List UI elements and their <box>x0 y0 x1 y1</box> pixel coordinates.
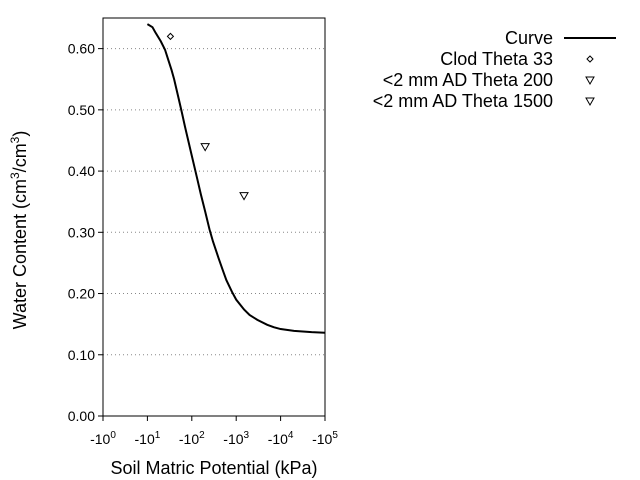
x-tick-label: -104 <box>268 430 294 447</box>
series-line-curve <box>146 23 325 334</box>
data-point-triangle-down <box>239 192 249 201</box>
plot-frame <box>102 17 326 417</box>
legend-label: Curve <box>505 28 553 48</box>
x-axis-title: Soil Matric Potential (kPa) <box>110 458 317 478</box>
data-point-diamond <box>166 32 175 41</box>
legend-marker-triangle-down <box>585 97 595 107</box>
y-tick-label: 0.40 <box>68 163 95 179</box>
y-tick-label: 0.20 <box>68 286 95 302</box>
x-tick-label: -100 <box>90 430 116 447</box>
legend-marker-diamond <box>586 55 594 63</box>
y-tick-label: 0.30 <box>68 224 95 240</box>
y-tick-label: 0.00 <box>68 408 95 424</box>
legend-label: <2 mm AD Theta 1500 <box>373 91 553 111</box>
series-layer <box>146 23 325 334</box>
y-tick-label: 0.10 <box>68 347 95 363</box>
legend-label: Clod Theta 33 <box>440 49 553 69</box>
y-tick-label: 0.50 <box>68 102 95 118</box>
legend-marker-triangle-down <box>585 76 595 86</box>
gridlines <box>103 48 325 356</box>
x-tick-label: -103 <box>223 430 249 447</box>
x-tick-label: -101 <box>135 430 161 447</box>
x-tick-label: -102 <box>179 430 205 447</box>
data-point-triangle-down <box>200 143 211 152</box>
x-tick-label: -105 <box>312 430 338 447</box>
axis-ticks: 0.00 0.10 0.20 0.30 0.40 0.50 0.60 -100 -101 -102… <box>68 41 339 447</box>
legend-label: <2 mm AD Theta 200 <box>383 70 553 90</box>
y-tick-label: 0.60 <box>68 41 95 57</box>
y-axis-title: Water Content (cm3/cm3) <box>8 131 30 330</box>
